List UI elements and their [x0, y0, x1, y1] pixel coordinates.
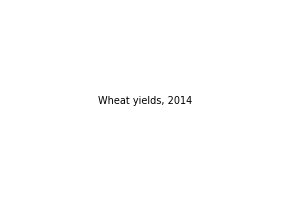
Text: Wheat yields, 2014: Wheat yields, 2014 — [99, 96, 193, 106]
